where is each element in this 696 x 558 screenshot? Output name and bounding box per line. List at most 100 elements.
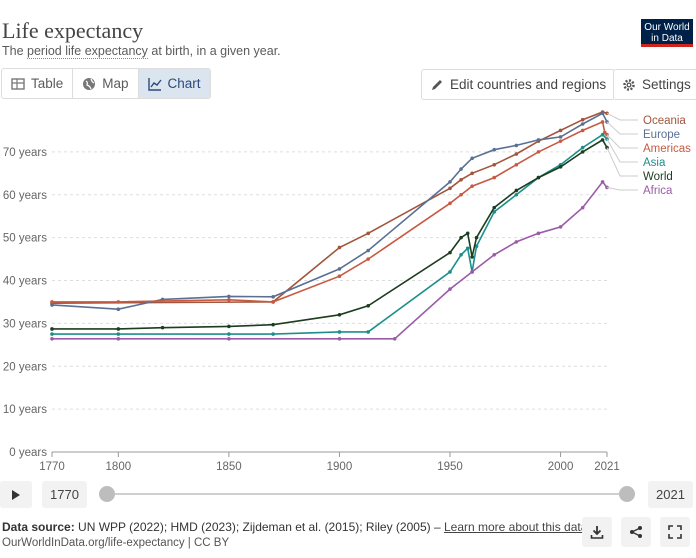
owid-logo[interactable]: Our World in Data	[641, 19, 693, 47]
data-point	[558, 128, 563, 133]
timeline-start-label[interactable]: 1770	[42, 481, 87, 508]
data-point	[227, 297, 231, 302]
data-point	[459, 167, 463, 171]
data-point	[492, 175, 497, 180]
data-point	[366, 231, 370, 236]
play-button[interactable]	[0, 481, 32, 508]
data-point	[116, 307, 121, 312]
data-point	[337, 245, 342, 250]
line-chart: 0 years 10 years 20 years 30 years 40 years 5…	[3, 110, 691, 473]
globe-icon	[83, 77, 96, 90]
data-point	[558, 139, 563, 143]
data-point	[116, 300, 121, 304]
series-line-africa[interactable]	[52, 180, 608, 340]
data-source: Data source: UN WPP (2022); HMD (2023); …	[2, 520, 588, 534]
x-tick-label: 1950	[437, 461, 463, 473]
data-point	[271, 294, 275, 299]
x-axis: 1770 1800 1850 1900 1950 2000 2021	[39, 452, 620, 473]
y-tick-label: 20 years	[3, 361, 47, 373]
source-url: OurWorldInData.org/life-expectancy | CC …	[2, 537, 230, 549]
data-point	[227, 337, 231, 341]
data-point	[558, 165, 563, 169]
x-tick-label: 1800	[106, 461, 132, 473]
data-point	[536, 175, 541, 180]
data-point	[558, 225, 563, 229]
data-point	[448, 201, 452, 206]
data-point	[337, 267, 342, 271]
legend-connector	[606, 186, 638, 191]
y-tick-label: 0 years	[9, 447, 47, 459]
x-tick-label: 1770	[39, 461, 65, 473]
edit-countries-button[interactable]: Edit countries and regions	[421, 69, 616, 100]
data-point	[514, 152, 519, 156]
legend-connector	[606, 121, 638, 135]
tab-chart[interactable]: Chart	[138, 69, 210, 98]
fullscreen-icon	[668, 525, 682, 539]
y-tick-label: 70 years	[3, 147, 47, 159]
data-point	[492, 210, 497, 214]
gear-icon	[623, 78, 635, 91]
download-button[interactable]	[582, 517, 612, 547]
data-point	[580, 122, 585, 126]
data-point	[448, 270, 452, 274]
data-point	[470, 171, 474, 176]
data-point	[448, 250, 452, 255]
legend-item-americas[interactable]: Americas	[643, 143, 691, 155]
data-point	[50, 327, 54, 331]
legend-item-africa[interactable]: Africa	[643, 185, 673, 197]
tab-map[interactable]: Map	[73, 69, 139, 98]
data-point	[271, 322, 275, 327]
learn-more-link[interactable]: Learn more about this data	[443, 520, 588, 534]
data-point	[514, 162, 519, 167]
series-line-asia[interactable]	[52, 133, 608, 335]
legend-connector	[606, 138, 638, 163]
x-tick-label: 1900	[327, 461, 353, 473]
data-point	[50, 332, 54, 336]
tab-table[interactable]: Table	[2, 69, 74, 98]
timeline-start-handle[interactable]	[99, 486, 115, 502]
legend-item-world[interactable]: World	[643, 171, 673, 183]
data-point	[50, 303, 54, 307]
settings-button[interactable]: Settings	[613, 69, 696, 100]
download-icon	[590, 526, 604, 539]
data-point	[600, 138, 605, 142]
series-line-world[interactable]	[52, 138, 608, 330]
timeline-track[interactable]	[107, 493, 627, 495]
data-point	[470, 156, 474, 161]
data-point	[470, 184, 474, 188]
data-point	[392, 337, 397, 341]
y-tick-label: 60 years	[3, 190, 47, 202]
legend-item-asia[interactable]: Asia	[643, 157, 666, 169]
x-tick-label: 2021	[594, 461, 620, 473]
share-button[interactable]	[621, 517, 651, 547]
data-point	[459, 252, 463, 257]
data-point	[448, 180, 452, 184]
data-point	[514, 143, 519, 148]
data-point	[337, 274, 342, 279]
data-point	[580, 145, 585, 150]
view-tabs: Table Map Chart	[1, 68, 211, 99]
legend-item-europe[interactable]: Europe	[643, 129, 680, 141]
series-line-oceania[interactable]	[51, 111, 608, 304]
definition-link[interactable]: period life expectancy	[27, 44, 148, 59]
y-tick-label: 30 years	[3, 318, 47, 330]
chart-title: Life expectancy	[2, 18, 144, 43]
fullscreen-button[interactable]	[660, 517, 690, 547]
data-point	[580, 117, 585, 122]
data-point	[337, 330, 342, 334]
data-point	[580, 128, 585, 133]
x-tick-label: 2000	[548, 461, 574, 473]
data-point	[465, 246, 470, 251]
timeline-end-label[interactable]: 2021	[648, 481, 693, 508]
legend-item-oceania[interactable]: Oceania	[643, 115, 686, 127]
data-point	[366, 257, 370, 261]
data-point	[474, 235, 479, 240]
data-point	[492, 205, 497, 210]
data-point	[514, 188, 519, 193]
legend-connector	[606, 112, 638, 121]
play-icon	[12, 489, 20, 500]
data-point	[536, 231, 541, 236]
data-point	[160, 325, 165, 330]
data-point	[116, 327, 121, 331]
timeline-end-handle[interactable]	[619, 486, 635, 502]
